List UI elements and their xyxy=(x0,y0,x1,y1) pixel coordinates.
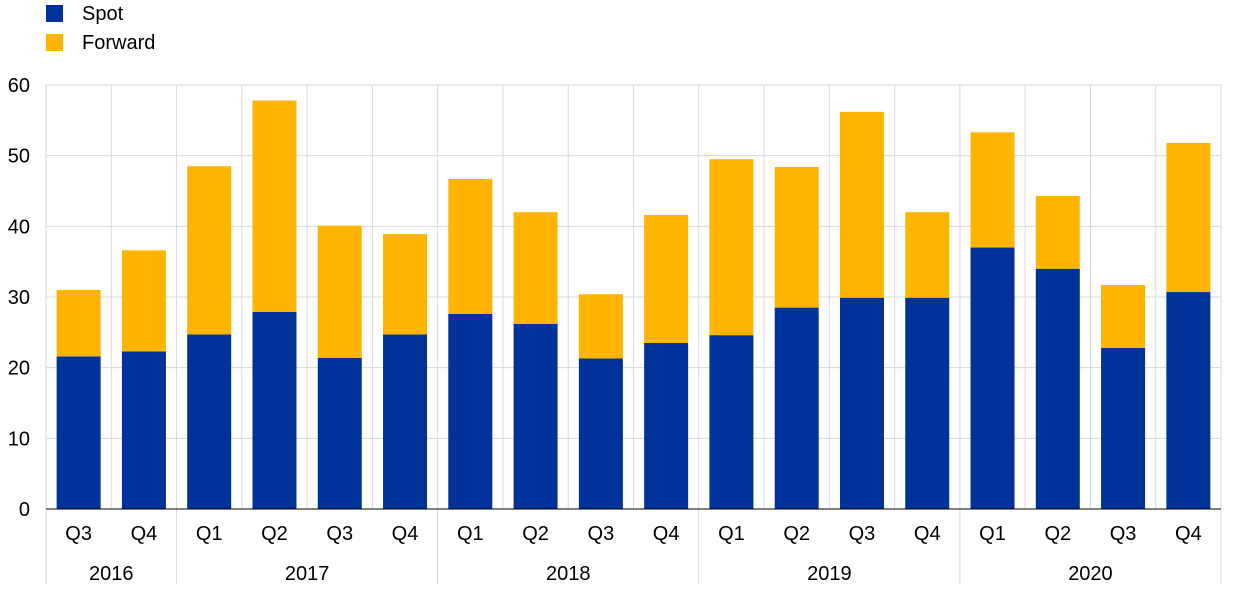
bar-spot xyxy=(513,323,558,509)
bar-spot xyxy=(252,311,297,509)
bar-forward xyxy=(1035,195,1080,269)
bar-spot xyxy=(839,297,884,509)
x-tick-label-quarter: Q4 xyxy=(914,523,941,545)
bar-spot xyxy=(187,334,232,509)
bar-forward xyxy=(644,215,689,343)
y-tick-label: 40 xyxy=(8,216,30,238)
x-tick-label-quarter: Q4 xyxy=(392,523,419,545)
y-tick-label: 30 xyxy=(8,287,30,309)
x-tick-label-quarter: Q3 xyxy=(326,523,353,545)
legend: Spot Forward xyxy=(46,3,155,54)
y-tick-label: 10 xyxy=(8,428,30,450)
bar-forward xyxy=(970,132,1015,248)
bar-forward xyxy=(187,166,232,335)
gridlines xyxy=(45,84,1222,509)
x-tick-label-year: 2019 xyxy=(807,563,852,585)
y-tick-label: 60 xyxy=(8,75,30,97)
x-tick-label-quarter: Q4 xyxy=(131,523,158,545)
x-tick-label-year: 2016 xyxy=(89,563,134,585)
bar-forward xyxy=(56,289,101,357)
bar-spot xyxy=(1035,268,1080,509)
legend-swatch-spot xyxy=(46,5,63,22)
x-tick-label-year: 2017 xyxy=(285,563,330,585)
bar-forward xyxy=(1101,284,1146,348)
bar-forward xyxy=(774,166,819,308)
legend-label-forward: Forward xyxy=(82,32,155,54)
y-tick-label: 50 xyxy=(8,146,30,168)
bar-spot xyxy=(1166,292,1211,509)
bar-forward xyxy=(578,294,623,359)
bar-forward xyxy=(839,111,884,298)
x-tick-label-quarter: Q2 xyxy=(1044,523,1071,545)
legend-swatch-forward xyxy=(46,34,63,51)
x-tick-label-quarter: Q1 xyxy=(457,523,484,545)
y-tick-label: 0 xyxy=(19,499,30,521)
bar-forward xyxy=(383,234,428,335)
bar-spot xyxy=(121,351,166,509)
bar-forward xyxy=(1166,142,1211,293)
bar-forward xyxy=(905,212,950,298)
x-tick-label-year: 2020 xyxy=(1068,563,1113,585)
bar-spot xyxy=(905,297,950,509)
x-tick-label-quarter: Q3 xyxy=(1110,523,1137,545)
bar-forward xyxy=(121,250,166,352)
bar-spot xyxy=(578,358,623,509)
bar-forward xyxy=(709,159,754,336)
x-tick-label-quarter: Q2 xyxy=(522,523,549,545)
x-tick-label-quarter: Q3 xyxy=(65,523,92,545)
bar-forward xyxy=(448,178,493,314)
bar-spot xyxy=(56,356,101,509)
x-tick-label-quarter: Q4 xyxy=(1175,523,1202,545)
bar-forward xyxy=(252,100,297,312)
x-tick-label-quarter: Q2 xyxy=(783,523,810,545)
y-tick-label: 20 xyxy=(8,358,30,380)
bar-forward xyxy=(513,212,558,324)
bar-spot xyxy=(644,342,689,509)
bar-spot xyxy=(383,334,428,509)
x-tick-label-quarter: Q3 xyxy=(849,523,876,545)
bar-spot xyxy=(317,357,362,509)
bar-spot xyxy=(970,247,1015,510)
bar-spot xyxy=(709,335,754,509)
x-tick-label-year: 2018 xyxy=(546,563,591,585)
x-tick-label-quarter: Q4 xyxy=(653,523,680,545)
x-tick-label-quarter: Q3 xyxy=(588,523,615,545)
bar-spot xyxy=(774,307,819,509)
bar-forward xyxy=(317,225,362,358)
x-tick-label-quarter: Q1 xyxy=(979,523,1006,545)
x-tick-label-quarter: Q1 xyxy=(718,523,745,545)
bar-spot xyxy=(448,313,493,509)
y-axis: 0 10 20 30 40 50 60 xyxy=(8,75,30,521)
x-axis: Q3 Q4 Q1 Q2 Q3 Q4 Q1 Q2 Q3 Q4 Q1 Q2 Q3 Q4 Q1 Q2 Q3 Q4 2016… xyxy=(45,508,1222,585)
bar-spot xyxy=(1101,347,1146,509)
x-tick-label-quarter: Q1 xyxy=(196,523,223,545)
legend-label-spot: Spot xyxy=(82,3,124,25)
bars xyxy=(56,100,1211,510)
x-tick-label-quarter: Q2 xyxy=(261,523,288,545)
